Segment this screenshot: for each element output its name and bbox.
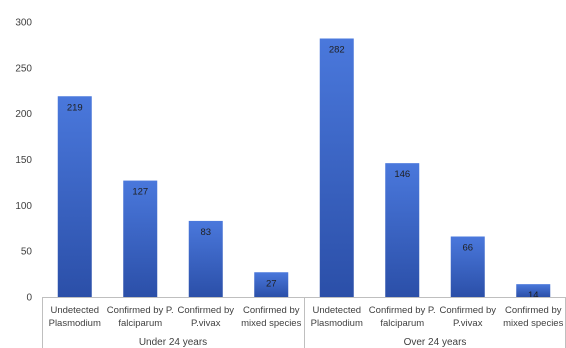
x-axis: Undetected Plasmodium Confirmed by P. falci… bbox=[42, 297, 566, 348]
category-label: P.vivax bbox=[191, 318, 221, 329]
y-tick-label: 100 bbox=[15, 201, 32, 212]
category-label: Plasmodium bbox=[49, 318, 101, 329]
bar bbox=[319, 38, 354, 297]
data-label: 14 bbox=[528, 290, 539, 301]
y-tick-label: 50 bbox=[21, 247, 33, 258]
y-tick-label: 300 bbox=[15, 18, 32, 29]
bar bbox=[57, 96, 92, 297]
data-label: 219 bbox=[67, 102, 83, 113]
data-label: 27 bbox=[266, 278, 277, 289]
group-label: Over 24 years bbox=[404, 337, 467, 348]
bar bbox=[450, 236, 485, 297]
y-tick-label: 0 bbox=[26, 293, 32, 304]
category-label: falciparum bbox=[380, 318, 424, 329]
bar bbox=[188, 220, 223, 297]
category-label: mixed species bbox=[241, 318, 301, 329]
data-label: 83 bbox=[200, 227, 211, 238]
data-label: 146 bbox=[394, 169, 410, 180]
category-label: Confirmed by P. bbox=[107, 305, 174, 316]
data-label: 282 bbox=[329, 45, 345, 56]
category-label: Confirmed by bbox=[440, 305, 497, 316]
category-label: Undetected bbox=[312, 305, 361, 316]
bar bbox=[123, 180, 158, 297]
group-label: Under 24 years bbox=[139, 337, 207, 348]
category-label: P.vivax bbox=[453, 318, 483, 329]
category-label: falciparum bbox=[118, 318, 162, 329]
category-label: Confirmed by bbox=[505, 305, 562, 316]
y-tick-label: 200 bbox=[15, 109, 32, 120]
category-label: mixed species bbox=[503, 318, 563, 329]
y-axis: 0 50 100 150 200 250 300 bbox=[15, 18, 32, 304]
category-label: Undetected bbox=[50, 305, 99, 316]
data-label: 127 bbox=[132, 187, 148, 198]
data-label: 66 bbox=[462, 243, 473, 254]
category-label: Confirmed by bbox=[243, 305, 300, 316]
bar bbox=[254, 272, 289, 297]
y-tick-label: 150 bbox=[15, 155, 32, 166]
category-label: Confirmed by P. bbox=[369, 305, 436, 316]
category-label: Plasmodium bbox=[311, 318, 363, 329]
bars: 219 127 83 27 282 146 66 14 bbox=[57, 38, 551, 301]
bar bbox=[516, 284, 551, 297]
bar bbox=[385, 163, 420, 297]
category-label: Confirmed by bbox=[178, 305, 235, 316]
y-tick-label: 250 bbox=[15, 63, 32, 74]
